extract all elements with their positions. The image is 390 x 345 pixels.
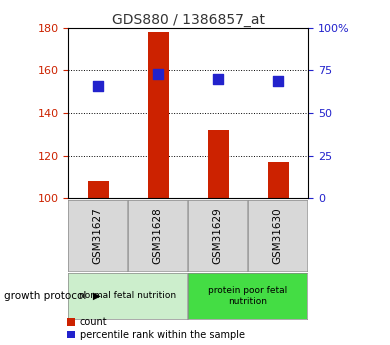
Text: GSM31628: GSM31628 — [153, 207, 163, 264]
Bar — [268, 162, 289, 198]
Text: growth protocol  ▶: growth protocol ▶ — [4, 291, 101, 301]
Text: protein poor fetal
nutrition: protein poor fetal nutrition — [208, 286, 287, 306]
Legend: count, percentile rank within the sample: count, percentile rank within the sample — [67, 317, 245, 340]
Point — [275, 78, 281, 83]
Bar — [88, 181, 109, 198]
Text: GSM31627: GSM31627 — [93, 207, 103, 264]
Point — [95, 83, 101, 88]
Text: GSM31630: GSM31630 — [273, 207, 283, 264]
Bar — [148, 32, 169, 198]
Title: GDS880 / 1386857_at: GDS880 / 1386857_at — [112, 12, 265, 27]
Text: GSM31629: GSM31629 — [213, 207, 223, 264]
Point — [155, 71, 161, 77]
Text: normal fetal nutrition: normal fetal nutrition — [79, 291, 176, 300]
Bar — [207, 130, 229, 198]
Point — [215, 76, 221, 81]
